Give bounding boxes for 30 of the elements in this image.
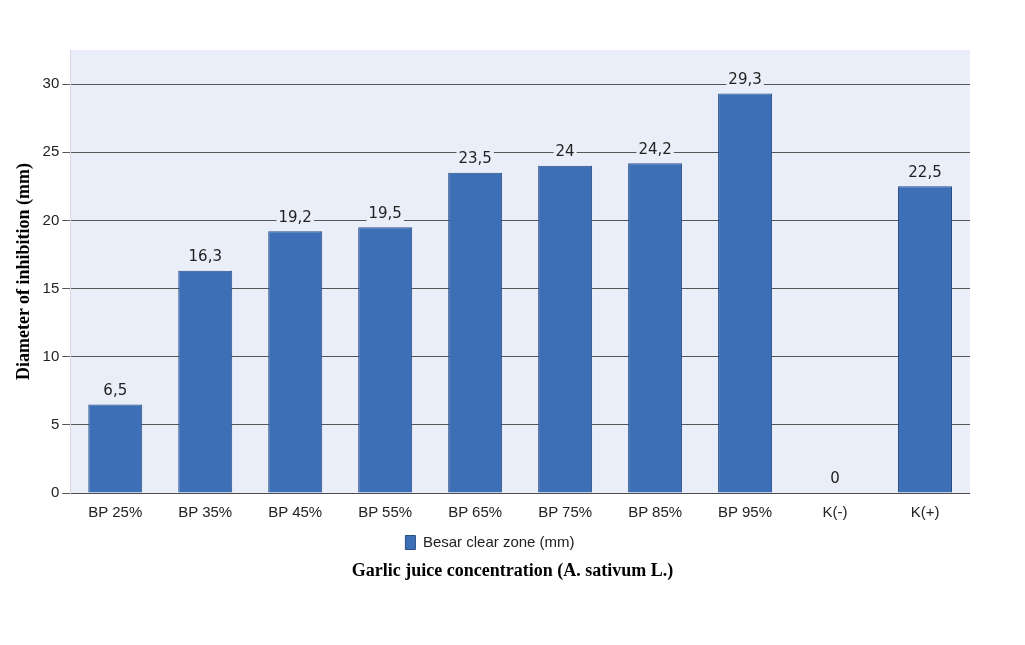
data-label: 23,5	[458, 149, 492, 168]
x-tick-label: BP 35%	[178, 503, 233, 521]
x-tick-label: K(+)	[910, 503, 940, 521]
x-tick-label: BP 95%	[718, 503, 773, 521]
x-tick-label: BP 55%	[358, 503, 413, 521]
legend-label: Besar clear zone (mm)	[422, 532, 575, 550]
y-tick-label: 15	[42, 278, 60, 296]
data-label: 29,3	[728, 70, 762, 89]
data-label: 0	[830, 469, 840, 488]
y-axis-title: Diameter of inhibition (mm)	[13, 162, 35, 381]
y-tick-label: 0	[50, 483, 60, 501]
data-label: 16,3	[188, 247, 222, 266]
data-label: 24,2	[638, 139, 672, 158]
y-tick-label: 5	[50, 414, 60, 432]
data-label: 6,5	[103, 380, 128, 399]
y-tick-label: 20	[42, 210, 60, 228]
x-axis-title: Garlic juice concentration (A. sativum L.)	[350, 560, 675, 581]
x-tick-label: BP 45%	[268, 503, 323, 521]
data-label: 19,5	[368, 203, 402, 222]
x-tick-label: BP 25%	[88, 503, 143, 521]
y-tick-label: 10	[42, 346, 60, 364]
y-tick-label: 25	[42, 142, 60, 160]
x-tick-label: K(-)	[822, 503, 848, 521]
data-label: 19,2	[278, 207, 312, 226]
x-tick-label: BP 75%	[538, 503, 593, 521]
y-tick-label: 30	[42, 74, 60, 92]
x-tick-label: BP 65%	[448, 503, 503, 521]
x-tick-label: BP 85%	[628, 503, 683, 521]
data-label: 24	[555, 142, 575, 161]
data-label: 22,5	[908, 162, 942, 181]
